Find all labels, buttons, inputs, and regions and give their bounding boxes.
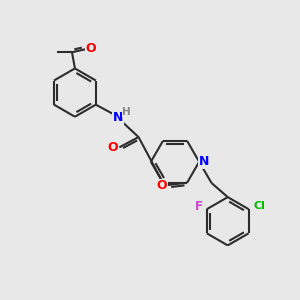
- Text: O: O: [157, 179, 167, 192]
- Text: F: F: [195, 200, 203, 213]
- Text: N: N: [113, 111, 123, 124]
- Text: N: N: [198, 155, 209, 168]
- Text: H: H: [122, 107, 130, 117]
- Text: O: O: [86, 42, 96, 55]
- Text: Cl: Cl: [253, 201, 265, 211]
- Text: O: O: [108, 141, 118, 154]
